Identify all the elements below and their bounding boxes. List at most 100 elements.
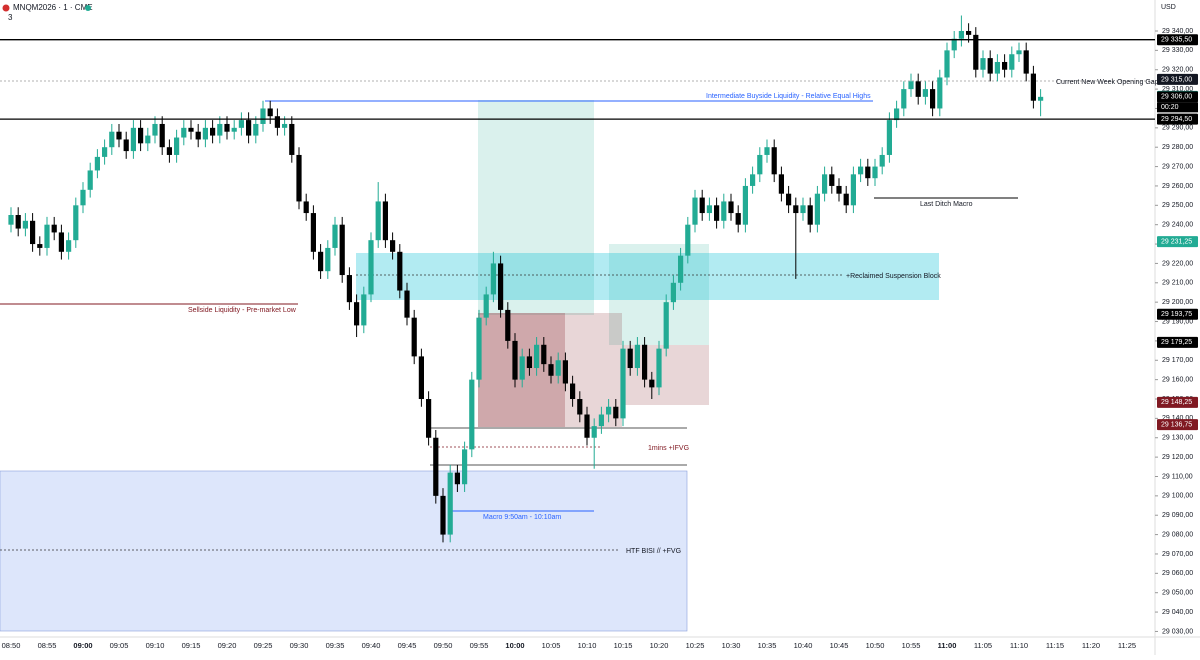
y-tick-label: 29 250,00 [1162, 202, 1193, 209]
price-tag-label: 29 294,50 [1161, 116, 1192, 123]
annotation: Macro 9:50am - 10:10am [483, 514, 561, 521]
candle-body [469, 379, 475, 450]
candle-body [418, 356, 424, 400]
y-tick-label: 29 290,00 [1162, 125, 1193, 132]
candle-body [447, 472, 453, 535]
candle-body [987, 58, 993, 74]
candle-body [800, 205, 806, 214]
x-tick-label: 10:25 [686, 641, 705, 650]
candle-body [318, 251, 324, 272]
candle-body [606, 406, 612, 415]
candle-body [354, 302, 360, 326]
price-tag [1157, 419, 1198, 431]
y-tick-label: 29 050,00 [1162, 590, 1193, 597]
x-tick-label: 09:30 [290, 641, 309, 650]
candle-body [325, 247, 331, 272]
candle-body [613, 406, 619, 419]
price-tag [1157, 396, 1198, 408]
candle-body [58, 232, 64, 252]
candle-body [303, 201, 309, 214]
x-tick-label: 09:25 [254, 641, 273, 650]
x-tick-label: 10:35 [758, 641, 777, 650]
candle-body [778, 174, 784, 194]
candle-body [634, 344, 640, 369]
x-tick-label: 09:00 [73, 641, 92, 650]
candle-body [771, 147, 777, 175]
candle-body [678, 255, 684, 283]
candle-body [519, 356, 525, 380]
candle-body [346, 275, 352, 303]
candle-body [246, 120, 252, 136]
candle-body [440, 495, 446, 535]
candle-body [310, 213, 316, 252]
price-tag-label: 29 315,00 [1161, 76, 1192, 83]
candle-body [296, 154, 302, 202]
candle-body [562, 360, 568, 384]
candle-body [980, 58, 986, 70]
candle-body [555, 360, 561, 376]
candle-body [757, 154, 763, 175]
annotation: 1mins +IFVG [648, 445, 689, 452]
candle-body [526, 356, 532, 369]
candle-body [238, 120, 244, 128]
candle-body [915, 81, 921, 97]
y-tick-label: 29 200,00 [1162, 299, 1193, 306]
x-tick-label: 11:15 [1046, 641, 1064, 650]
candle-body [591, 426, 597, 438]
candle-body [80, 189, 86, 206]
x-tick-label: 10:10 [578, 641, 597, 650]
candle-body [73, 205, 79, 241]
candle-body [850, 174, 856, 206]
candle-body [462, 449, 468, 485]
candle-body [627, 348, 633, 369]
y-tick-label: 29 310,00 [1162, 86, 1193, 93]
candle-body [282, 123, 288, 128]
countdown: 00:20 [1161, 104, 1179, 111]
price-tag [1157, 113, 1198, 125]
x-tick-label: 08:55 [38, 641, 57, 650]
indicator-count: 3 [8, 13, 13, 22]
annotation: HTF BISI // +FVG [626, 548, 681, 555]
zones [0, 80, 1155, 632]
candle-body [1002, 61, 1008, 70]
target-zone [609, 244, 709, 345]
x-tick-label: 09:20 [218, 641, 237, 650]
candle-body [397, 251, 403, 291]
candle-body [94, 156, 100, 171]
candle-body [944, 50, 950, 78]
y-tick-label: 29 210,00 [1162, 280, 1193, 287]
candle-body [656, 348, 662, 388]
candle-body [483, 294, 489, 318]
candle-body [368, 240, 374, 295]
x-tick-label: 08:50 [2, 641, 21, 650]
candle-body [361, 294, 367, 326]
x-tick-label: 10:50 [866, 641, 885, 650]
candle-body [130, 127, 136, 152]
candle-body [721, 201, 727, 221]
y-tick-label: 29 140,00 [1162, 415, 1193, 422]
x-tick-label: 10:15 [614, 641, 633, 650]
price-tag [1157, 91, 1198, 103]
candle-body [512, 340, 518, 380]
y-tick-label: 29 320,00 [1162, 67, 1193, 74]
price-tag [1157, 73, 1198, 85]
y-tick-label: 29 280,00 [1162, 144, 1193, 151]
x-tick-label: 09:50 [434, 641, 453, 650]
flag-icon [2, 4, 10, 12]
candle-body [375, 201, 381, 241]
y-tick-label: 29 330,00 [1162, 47, 1193, 54]
symbol: MNQM2026 · 1 · CME [13, 3, 93, 12]
candle-body [260, 108, 266, 124]
candle-body [843, 193, 849, 206]
candle-body [476, 317, 482, 380]
y-tick-label: 29 100,00 [1162, 493, 1193, 500]
currency: USD [1161, 4, 1176, 11]
y-tick-label: 29 340,00 [1162, 28, 1193, 35]
countdown-bg [1157, 102, 1198, 113]
price-tag-label: 29 136,75 [1161, 422, 1192, 429]
x-tick-label: 10:20 [650, 641, 669, 650]
y-tick-label: 29 030,00 [1162, 628, 1193, 635]
x-tick-label: 10:00 [505, 641, 524, 650]
candle-body [908, 81, 914, 90]
candle-body [901, 89, 907, 109]
